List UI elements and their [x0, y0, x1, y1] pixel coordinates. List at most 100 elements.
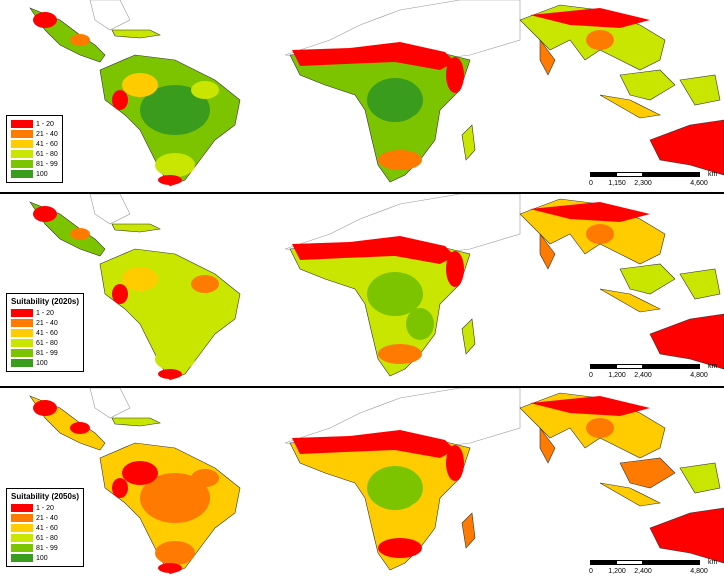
legend-swatch	[11, 514, 33, 522]
legend-swatch	[11, 150, 33, 158]
suitability-zone	[158, 175, 182, 185]
legend-row: 21 - 40	[11, 318, 79, 328]
legend-swatch	[11, 120, 33, 128]
legend-row: 81 - 99	[11, 543, 79, 553]
suitability-zone	[155, 541, 195, 565]
legend-swatch	[11, 140, 33, 148]
legend-swatch	[11, 504, 33, 512]
legend-swatch	[11, 544, 33, 552]
new-guinea	[679, 462, 721, 494]
java	[599, 288, 661, 313]
land-outline	[89, 0, 131, 31]
scale-bar: 0 1,150 2,300 4,600 km	[586, 171, 720, 192]
scale-tick-label: 4,800	[690, 372, 708, 379]
legend: Suitability (2020s) 1 - 20 21 - 40 41 - …	[6, 293, 85, 372]
scale-bar: 0 1,200 2,400 4,800 km	[586, 363, 720, 384]
suitability-zone	[155, 153, 195, 177]
india-peninsula	[539, 39, 556, 76]
legend-label: 41 - 60	[36, 329, 58, 337]
land-outline	[89, 194, 131, 225]
scale-tick-label: 4,600	[690, 180, 708, 187]
suitability-zone	[586, 224, 614, 244]
legend-row: 81 - 99	[11, 159, 58, 169]
legend-label: 100	[36, 554, 48, 562]
suitability-zone	[446, 445, 464, 481]
scale-segment	[642, 364, 700, 369]
legend-label: 61 - 80	[36, 339, 58, 347]
suitability-zone	[367, 272, 423, 316]
legend-label: 41 - 60	[36, 524, 58, 532]
scale-tick-label: 0	[589, 180, 593, 187]
suitability-zone	[112, 284, 128, 304]
suitability-zone	[446, 251, 464, 287]
legend-row: 61 - 80	[11, 338, 79, 348]
suitability-zone	[530, 396, 650, 416]
tropical-suitability-map	[29, 0, 724, 187]
legend: Suitability (2050s) 1 - 20 21 - 40 41 - …	[6, 488, 85, 567]
suitability-zone	[155, 347, 195, 371]
legend-label: 81 - 99	[36, 160, 58, 168]
north-australia	[649, 119, 724, 176]
legend-swatch	[11, 170, 33, 178]
suitability-zone	[530, 202, 650, 222]
suitability-zone	[292, 236, 455, 264]
suitability-zone	[70, 228, 90, 240]
scale-tick-label: 0	[589, 568, 593, 575]
legend-row: 81 - 99	[11, 348, 79, 358]
legend-row: 1 - 20	[11, 308, 79, 318]
suitability-zone	[140, 279, 210, 329]
suitability-zone	[292, 430, 455, 458]
suitability-zone	[446, 57, 464, 93]
legend-row: 100	[11, 553, 79, 563]
scale-segment	[590, 172, 618, 177]
legend-label: 81 - 99	[36, 544, 58, 552]
suitability-zone	[378, 538, 422, 558]
legend-label: 41 - 60	[36, 140, 58, 148]
suitability-zone	[406, 308, 434, 340]
scale-tick-label: 2,400	[634, 372, 652, 379]
scale-tick-label: 0	[589, 372, 593, 379]
suitability-zone	[191, 81, 219, 99]
scale-tick-label: 1,150	[608, 180, 626, 187]
suitability-zone	[70, 422, 90, 434]
tropical-suitability-map	[29, 388, 724, 575]
suitability-zone	[122, 461, 158, 485]
suitability-zone	[33, 12, 57, 28]
legend-row: 41 - 60	[11, 523, 79, 533]
india-peninsula	[539, 427, 556, 464]
legend-label: 1 - 20	[36, 309, 54, 317]
scale-tick-label: 2,400	[634, 568, 652, 575]
legend-label: 21 - 40	[36, 130, 58, 138]
borneo	[619, 263, 676, 295]
legend-row: 100	[11, 358, 79, 368]
java	[599, 94, 661, 119]
legend-row: 21 - 40	[11, 513, 79, 523]
legend: 1 - 20 21 - 40 41 - 60 61 - 80 81 - 99 1…	[6, 115, 63, 183]
legend-row: 61 - 80	[11, 533, 79, 543]
map-panel-current: 1 - 20 21 - 40 41 - 60 61 - 80 81 - 99 1…	[0, 0, 724, 192]
legend-label: 61 - 80	[36, 150, 58, 158]
new-guinea	[679, 74, 721, 106]
legend-row: 21 - 40	[11, 129, 58, 139]
legend-title: Suitability (2050s)	[11, 492, 80, 501]
scale-segment	[642, 560, 700, 565]
india-peninsula	[539, 233, 556, 270]
tropical-suitability-map	[29, 194, 724, 381]
suitability-zone	[367, 78, 423, 122]
suitability-zone	[367, 466, 423, 510]
suitability-zone	[33, 400, 57, 416]
legend-row: 1 - 20	[11, 503, 79, 513]
north-australia	[649, 313, 724, 370]
scale-tick-label: 4,800	[690, 568, 708, 575]
suitability-zone	[191, 469, 219, 487]
legend-swatch	[11, 359, 33, 367]
panel-divider	[0, 386, 724, 388]
scale-tick-label: 2,300	[634, 180, 652, 187]
legend-swatch	[11, 524, 33, 532]
suitability-zone	[586, 30, 614, 50]
legend-swatch	[11, 349, 33, 357]
suitability-zone	[33, 206, 57, 222]
legend-swatch	[11, 160, 33, 168]
caribbean-islands	[111, 29, 161, 39]
legend-swatch	[11, 534, 33, 542]
